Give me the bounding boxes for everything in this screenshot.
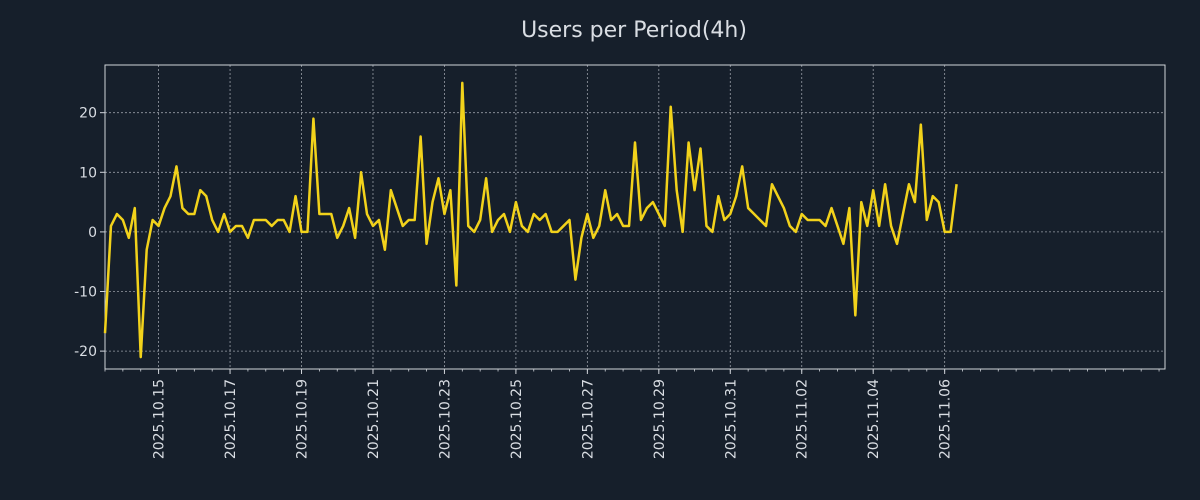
- x-tick-label: 2025.10.17: [223, 379, 239, 459]
- y-axis-ticks: -20 -10 0 10 20: [74, 106, 97, 360]
- y-tick-label: -20: [74, 344, 97, 360]
- grid: [105, 65, 1165, 369]
- x-tick-label: 2025.10.19: [295, 379, 311, 459]
- x-tick-label: 2025.10.15: [152, 379, 168, 459]
- x-tick-label: 2025.11.04: [866, 379, 882, 459]
- y-tick-label: 0: [88, 225, 97, 241]
- x-tick-label: 2025.10.21: [366, 379, 382, 459]
- y-tick-label: 10: [79, 165, 97, 181]
- x-tick-label: 2025.10.27: [580, 379, 596, 459]
- chart-title: Users per Period(4h): [521, 18, 747, 43]
- series-layer: [103, 81, 958, 359]
- x-tick-label: 2025.10.23: [437, 379, 453, 459]
- y-tick-label: 20: [79, 106, 97, 122]
- x-tick-label: 2025.10.29: [652, 379, 668, 459]
- axes: [100, 64, 1166, 374]
- x-tick-label: 2025.11.02: [795, 379, 811, 459]
- series-line-users: [103, 81, 958, 359]
- x-tick-label: 2025.10.31: [723, 379, 739, 459]
- x-tick-label: 2025.11.06: [938, 379, 954, 459]
- plot-frame: [104, 64, 1166, 370]
- x-tick-label: 2025.10.25: [509, 379, 525, 459]
- x-axis-ticks: 2025.10.15 2025.10.17 2025.10.19 2025.10.21…: [152, 379, 954, 459]
- y-tick-label: -10: [74, 285, 97, 301]
